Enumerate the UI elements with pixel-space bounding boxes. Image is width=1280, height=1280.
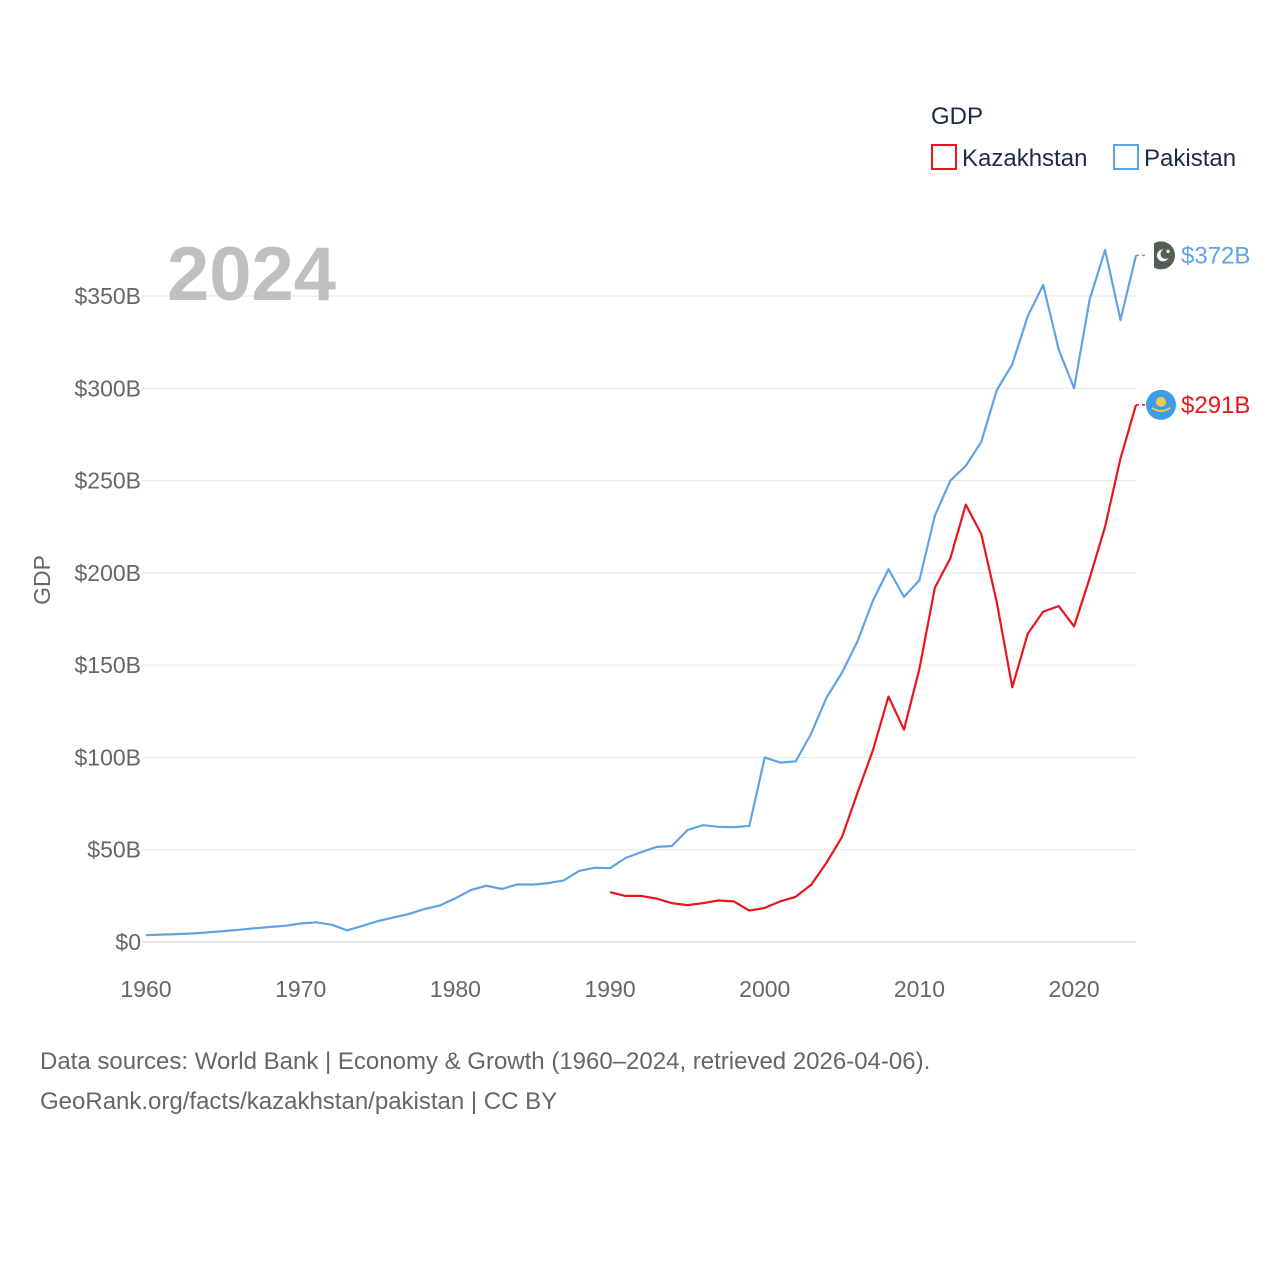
- series-line-pakistan[interactable]: [145, 248, 1138, 937]
- y-tick-label: $50B: [87, 837, 141, 863]
- y-tick-label: $350B: [74, 283, 141, 309]
- current-year-label: 2024: [167, 232, 336, 317]
- y-tick-label: $300B: [74, 375, 141, 401]
- x-tick-label: 2010: [894, 976, 945, 1002]
- x-tick-label: 2000: [739, 976, 790, 1002]
- kazakhstan-flag-icon: [1146, 389, 1176, 420]
- x-tick-label: 2020: [1049, 976, 1100, 1002]
- y-gridlines: [142, 295, 1136, 943]
- y-tick-label: $0: [115, 929, 141, 955]
- source-line: Data sources: World Bank | Economy & Gro…: [40, 1048, 931, 1075]
- legend-swatch-kazakhstan[interactable]: [931, 144, 957, 170]
- y-axis-tick-labels: $0 $50B $100B $150B $200B $250B $300B $350B: [74, 283, 141, 955]
- data-source-footer: Data sources: World Bank | Economy & Gro…: [40, 1042, 930, 1122]
- x-axis-tick-labels: 1960 1970 1980 1990 2000 2010 2020: [120, 976, 1099, 1002]
- y-tick-label: $100B: [74, 744, 141, 770]
- x-tick-label: 1970: [275, 976, 326, 1002]
- y-axis-title: GDP: [29, 555, 55, 605]
- series-lines: [145, 248, 1138, 937]
- x-tick-label: 1980: [430, 976, 481, 1002]
- series-end-labels: $291B $372B: [1136, 241, 1250, 420]
- pakistan-flag-icon: [1147, 241, 1175, 270]
- y-tick-label: $150B: [74, 652, 141, 678]
- legend: GDP Kazakhstan Pakistan: [931, 103, 1236, 172]
- x-tick-label: 1960: [120, 976, 171, 1002]
- legend-label-pakistan[interactable]: Pakistan: [1144, 145, 1236, 172]
- end-value-label-kazakhstan: $291B: [1181, 392, 1250, 419]
- series-line-kazakhstan[interactable]: [609, 404, 1138, 912]
- x-tick-label: 1990: [584, 976, 635, 1002]
- legend-title: GDP: [931, 103, 983, 130]
- y-tick-label: $200B: [74, 560, 141, 586]
- source-url-line: GeoRank.org/facts/kazakhstan/pakistan | …: [40, 1088, 558, 1115]
- y-tick-label: $250B: [74, 468, 141, 494]
- legend-label-kazakhstan[interactable]: Kazakhstan: [962, 145, 1087, 172]
- end-value-label-pakistan: $372B: [1181, 242, 1250, 269]
- legend-swatch-pakistan[interactable]: [1113, 144, 1139, 170]
